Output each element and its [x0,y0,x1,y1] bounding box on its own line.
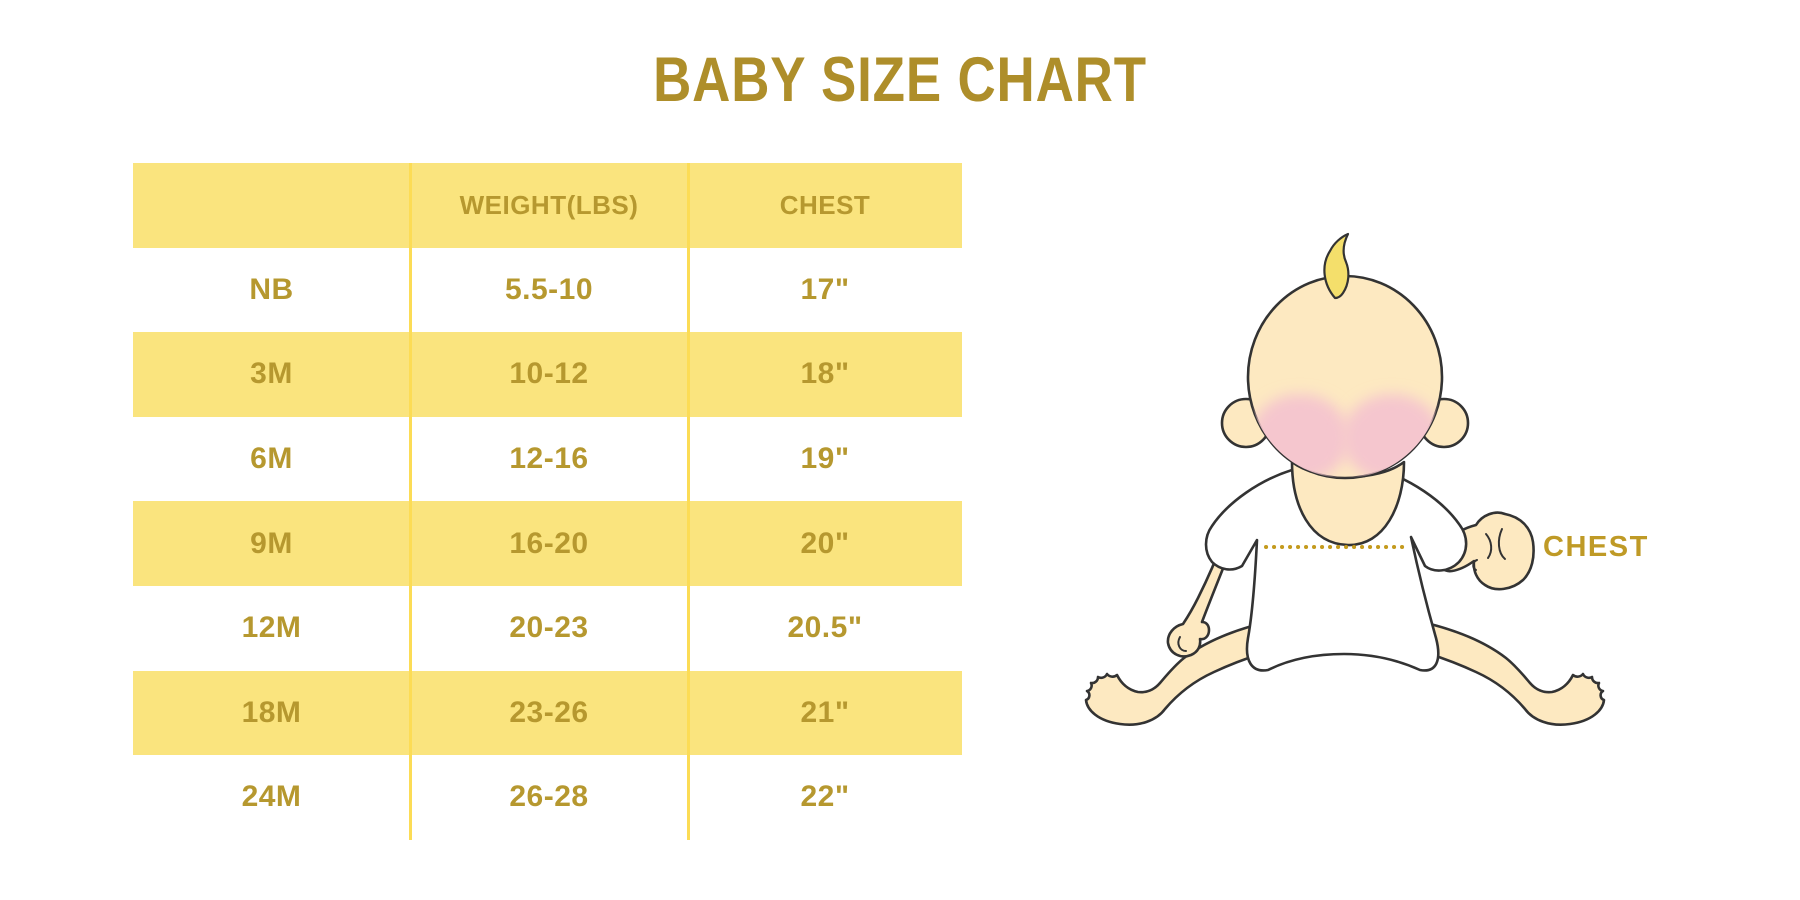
weight-cell: 23-26 [509,695,589,729]
size-table: WEIGHT(LBS) CHEST NB 5.5-10 17" 3M 10-12… [133,163,962,840]
size-cell: 6M [250,442,293,476]
header-weight: WEIGHT(LBS) [459,189,639,220]
page-title: BABY SIZE CHART [653,45,1147,115]
weight-cell: 20-23 [509,611,589,645]
fist-finger-line [1497,528,1506,560]
size-cell: NB [249,272,294,306]
size-cell: 24M [241,780,302,814]
baby-illustration [1084,232,1606,726]
chest-cell: 22" [800,780,850,814]
header-size [133,163,410,248]
size-cell: 18M [241,695,302,729]
chest-cell: 20" [800,526,850,560]
weight-cell: 10-12 [509,357,589,391]
weight-cell: 16-20 [509,526,589,560]
header-chest: CHEST [779,189,871,220]
table-row: NB 5.5-10 17" [133,248,962,333]
chest-label: CHEST [1543,531,1649,563]
hair-curl-icon [1323,232,1350,300]
table-row: 9M 16-20 20" [133,501,962,586]
table-row: 6M 12-16 19" [133,417,962,502]
chest-cell: 21" [800,695,850,729]
chest-cell: 19" [800,442,850,476]
table-row: 12M 20-23 20.5" [133,586,962,671]
baby-hand-left-finger-line [1177,636,1187,652]
column-divider [687,163,690,840]
chest-cell: 17" [800,272,850,306]
table-row: 18M 23-26 21" [133,670,962,756]
fist-knuckle-line [1472,559,1478,571]
table-row: 24M 26-28 22" [133,755,962,840]
size-cell: 3M [250,357,293,391]
table-row: 3M 10-12 18" [133,332,962,417]
weight-cell: 5.5-10 [504,272,594,306]
size-cell: 9M [250,526,293,560]
chest-cell: 18" [800,357,850,391]
chest-cell: 20.5" [787,611,863,645]
table-header-row: WEIGHT(LBS) CHEST [133,163,962,248]
fist-thumb-line [1485,533,1493,559]
weight-cell: 26-28 [509,780,589,814]
weight-cell: 12-16 [509,442,589,476]
column-divider [409,163,412,840]
size-cell: 12M [241,611,302,645]
